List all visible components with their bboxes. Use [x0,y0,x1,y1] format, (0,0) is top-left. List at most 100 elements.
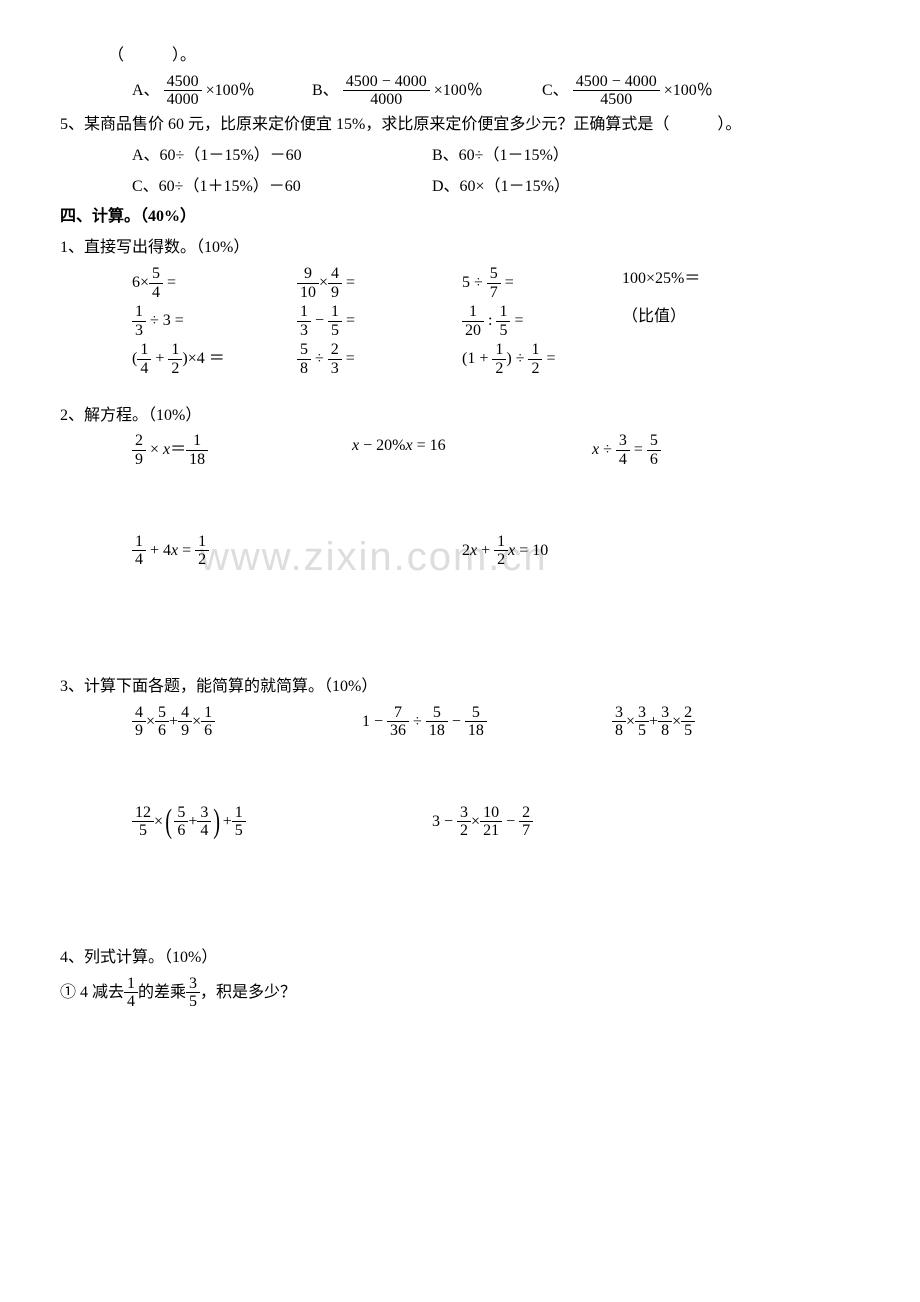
f: 4000 [343,90,430,109]
f: 4 [178,704,192,722]
f: 2 [457,821,471,840]
t: ×100％ [664,82,713,99]
f: 1 [297,303,311,321]
f: 8 [297,359,311,378]
f: 7 [487,283,501,302]
f: 5 [297,341,311,359]
f: 8 [612,721,626,740]
f: 3 [297,321,311,340]
p: + [477,541,494,558]
q5-b: B、60÷（1－15%） [432,142,569,171]
f: 3 [635,704,649,722]
p1r2c3: 120 : 15 = [462,303,622,339]
f: 9 [178,721,192,740]
eq: = [342,274,355,291]
f: 5 [635,721,649,740]
p4-q1: ① 4 减去14的差乘35，积是多少？ [60,975,860,1011]
f: 1 [132,533,146,551]
f: 5 [149,265,163,283]
f: 3 [457,804,471,822]
p3a: 49×56+49×16 [132,704,362,740]
p3b: 1 − 736 ÷ 518 − 518 [362,704,612,740]
f: 2 [328,341,342,359]
p2e3: x ÷ 34 = 56 [592,432,661,468]
f: 9 [297,265,319,283]
f: 4 [149,283,163,302]
eq: ＝ [170,441,186,458]
f: 1 [232,804,246,822]
p4-title: 4、列式计算。（10%） [60,944,860,973]
f: 5 [465,704,487,722]
f: 7 [387,704,409,722]
p1-r3: (14 + 12)×4 ＝ 58 ÷ 23 = (1 + 12) ÷ 12 = [60,341,860,377]
f: 7 [519,821,533,840]
f: 18 [426,721,448,740]
optA: A、 45004000 ×100％ [132,73,312,109]
f: 4 [328,265,342,283]
f: 2 [528,359,542,378]
n: 5 [462,274,470,291]
f: 4 [137,359,151,378]
n: 6 [132,274,140,291]
f: 1 [124,975,138,993]
f: 4 [616,450,630,469]
d: ÷ [599,441,616,458]
p2e4: 14 + 4x = 12 [132,533,462,569]
optB: B、 4500 − 40004000 ×100％ [312,73,542,109]
n: 2 [462,541,470,558]
f: 3 [616,432,630,450]
optC: C、 4500 − 40004500 ×100％ [542,73,713,109]
p1r1c2: 910×49 = [297,265,462,301]
f: 3 [612,704,626,722]
t: )×4 ＝ [182,350,224,367]
q-top-blank: （ ）。 [60,42,860,71]
f: 18 [186,450,208,469]
eq: = [510,312,523,329]
f: 9 [132,450,146,469]
f: 4 [124,992,138,1011]
f: 6 [155,721,169,740]
f: 5 [496,321,510,340]
optC-label: C、 [542,82,569,99]
f: 2 [492,359,506,378]
p1r3c2: 58 ÷ 23 = [297,341,462,377]
f: 5 [681,721,695,740]
f: 6 [174,821,188,840]
q5-text: 5、某商品售价 60 元，比原来定价便宜 15%，求比原来定价便宜多少元？正确算… [60,111,860,140]
t: = 10 [515,541,548,558]
f: 3 [328,359,342,378]
f: 1 [496,303,510,321]
pre: 3 − [432,812,457,829]
f: 10 [480,804,502,822]
pre: 1 − [362,712,387,729]
p1r2c4: （比值） [622,303,686,339]
q5-row2: C、60÷（1＋15%）－60 D、60×（1－15%） [60,173,860,202]
p2-r2: 14 + 4x = 12 2x + 12x = 10 [60,533,860,569]
p1r2c1: 13 ÷ 3 = [132,303,297,339]
f: 4 [132,704,146,722]
f: 1 [492,341,506,359]
f: 4500 [164,73,202,91]
p1-title: 1、直接写出得数。（10%） [60,234,860,263]
x: x [405,437,412,454]
f: 5 [132,821,154,840]
f: 1 [137,341,151,359]
t: ，积是多少？ [200,983,296,1000]
p1-r1: 6×54 = 910×49 = 5 ÷ 57 = 100×25%＝ [60,265,860,301]
q5-a: A、60÷（1－15%）－60 [132,142,432,171]
eq: = [501,274,514,291]
f: 2 [681,704,695,722]
p1r1c4: 100×25%＝ [622,265,700,301]
p3-r1: 49×56+49×16 1 − 736 ÷ 518 − 518 38×35+38… [60,704,860,740]
eq: = [542,350,555,367]
f: 4 [132,550,146,569]
t: ×100％ [206,82,255,99]
p1r1c1: 6×54 = [132,265,297,301]
f: 6 [201,721,215,740]
f: 6 [647,450,661,469]
q5-c: C、60÷（1＋15%）－60 [132,173,432,202]
m: + 4 [146,541,171,558]
f: 3 [186,975,200,993]
m: − 20% [359,437,405,454]
f: 4000 [164,90,202,109]
